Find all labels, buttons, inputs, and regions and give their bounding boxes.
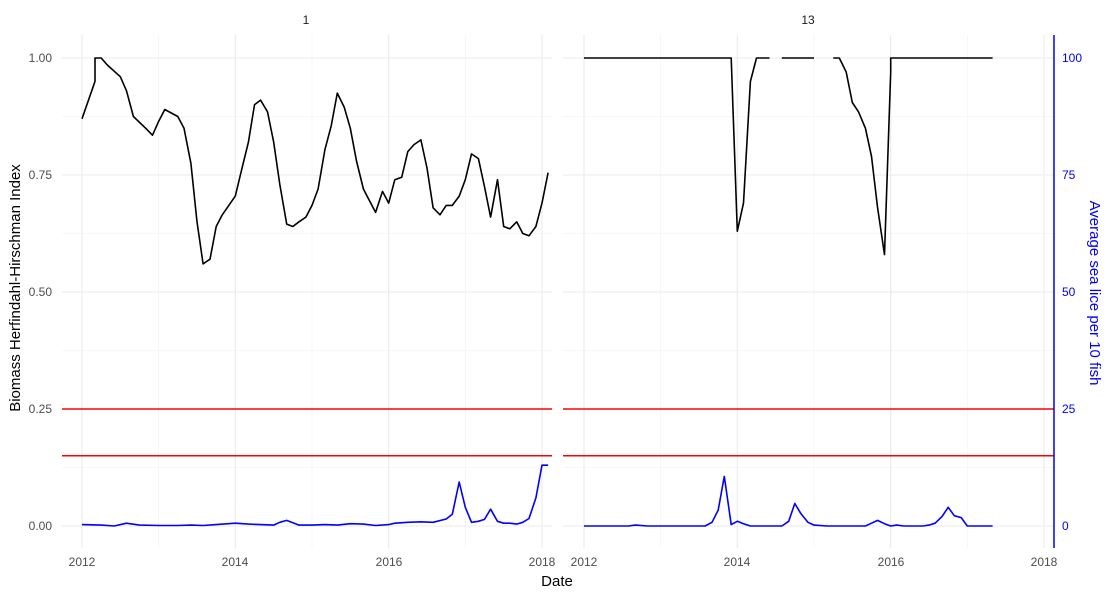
secondary-y-axis-title: Average sea lice per 10 fish — [1086, 201, 1103, 386]
panel-1-x-ticks: 2012 2014 2016 2018 — [69, 555, 556, 569]
y-tick: 0.25 — [29, 402, 53, 416]
y-tick: 0.50 — [29, 285, 53, 299]
hhi-line — [81, 57, 549, 265]
y2-tick: 75 — [1062, 168, 1076, 182]
y-axis-title: Biomass Herfindahl-Hirschman Index — [7, 164, 24, 412]
panel-13: 13 2012 2014 2016 2018 — [563, 13, 1058, 569]
y-tick: 0.75 — [29, 168, 53, 182]
panel-1-reference-lines — [62, 408, 552, 457]
panel-1-x-tick: 2018 — [529, 555, 556, 569]
panel-13-series — [584, 57, 993, 527]
panel-1-x-tick: 2014 — [222, 555, 249, 569]
panel-1-grid — [62, 35, 552, 548]
y-axis-ticks: 0.00 0.25 0.50 0.75 1.00 — [29, 51, 53, 533]
sea-lice-line — [584, 475, 993, 527]
hhi-line — [833, 57, 993, 256]
panel-13-x-tick: 2012 — [571, 555, 598, 569]
panel-1-strip-label: 1 — [303, 13, 310, 27]
panel-13-x-tick: 2018 — [1031, 555, 1058, 569]
y2-tick: 25 — [1062, 402, 1076, 416]
panel-1-series — [81, 57, 549, 527]
panel-13-strip-label: 13 — [801, 13, 815, 27]
panel-1-x-tick: 2012 — [69, 555, 96, 569]
panel-1-x-tick: 2016 — [376, 555, 403, 569]
hhi-line — [584, 57, 770, 232]
y2-tick: 0 — [1062, 519, 1069, 533]
y2-tick: 100 — [1062, 51, 1082, 65]
x-axis-title: Date — [541, 573, 573, 590]
sea-lice-line — [81, 464, 549, 527]
y-tick: 1.00 — [29, 51, 53, 65]
panel-13-grid — [563, 35, 1054, 548]
panel-13-x-tick: 2016 — [878, 555, 905, 569]
panel-1: 1 2012 2014 2016 2018 — [62, 13, 556, 569]
y2-tick: 50 — [1062, 285, 1076, 299]
y-tick: 0.00 — [29, 519, 53, 533]
secondary-y-axis-ticks: 0 25 50 75 100 — [1062, 51, 1082, 533]
panel-13-x-tick: 2014 — [724, 555, 751, 569]
panel-13-reference-lines — [563, 408, 1054, 457]
panel-13-x-ticks: 2012 2014 2016 2018 — [571, 555, 1058, 569]
